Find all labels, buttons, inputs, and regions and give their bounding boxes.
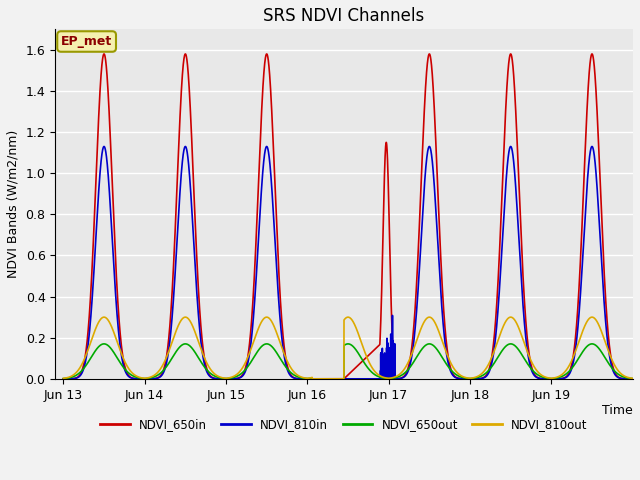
NDVI_650in <box>60 376 67 382</box>
Y-axis label: NDVI Bands (W/m2/nm): NDVI Bands (W/m2/nm) <box>7 130 20 278</box>
NDVI_810in <box>628 376 636 382</box>
NDVI_810in <box>93 209 101 215</box>
NDVI_810out <box>60 375 67 381</box>
NDVI_810out <box>93 322 101 327</box>
NDVI_810in <box>338 376 346 382</box>
Title: SRS NDVI Channels: SRS NDVI Channels <box>263 7 424 25</box>
NDVI_650in <box>628 376 636 382</box>
NDVI_650in <box>598 235 606 241</box>
NDVI_650in <box>338 376 346 382</box>
NDVI_650out <box>182 341 189 347</box>
NDVI_650in <box>83 340 91 346</box>
NDVI_650in <box>182 51 189 57</box>
NDVI_650in <box>171 233 179 239</box>
NDVI_650out <box>171 350 179 356</box>
NDVI_810out <box>598 332 606 337</box>
NDVI_810out <box>83 350 91 356</box>
Line: NDVI_810out: NDVI_810out <box>63 317 632 379</box>
Line: NDVI_650out: NDVI_650out <box>63 344 632 379</box>
NDVI_650out <box>628 376 636 382</box>
NDVI_810in <box>171 274 179 279</box>
NDVI_650out <box>93 345 101 351</box>
NDVI_650in <box>62 376 70 382</box>
NDVI_810out <box>338 376 346 382</box>
NDVI_650out <box>598 351 606 357</box>
NDVI_650out <box>83 361 91 367</box>
NDVI_810in <box>182 144 189 149</box>
NDVI_810out <box>171 331 179 337</box>
NDVI_810out <box>308 376 316 382</box>
Legend: NDVI_650in, NDVI_810in, NDVI_650out, NDVI_810out: NDVI_650in, NDVI_810in, NDVI_650out, NDV… <box>95 413 593 436</box>
X-axis label: Time: Time <box>602 404 633 417</box>
NDVI_650out <box>62 375 70 381</box>
NDVI_650in <box>308 376 316 382</box>
Text: EP_met: EP_met <box>61 35 112 48</box>
NDVI_650in <box>93 143 101 148</box>
NDVI_810out <box>628 375 636 381</box>
Line: NDVI_810in: NDVI_810in <box>63 146 632 379</box>
NDVI_650out <box>308 376 316 382</box>
Line: NDVI_650in: NDVI_650in <box>63 54 632 379</box>
NDVI_810out <box>182 314 189 320</box>
NDVI_810in <box>60 376 67 382</box>
NDVI_650out <box>60 376 67 382</box>
NDVI_810in <box>308 376 316 382</box>
NDVI_810in <box>598 276 606 281</box>
NDVI_650out <box>338 376 346 382</box>
NDVI_810in <box>83 350 91 356</box>
NDVI_810in <box>62 376 70 382</box>
NDVI_810out <box>62 375 70 381</box>
